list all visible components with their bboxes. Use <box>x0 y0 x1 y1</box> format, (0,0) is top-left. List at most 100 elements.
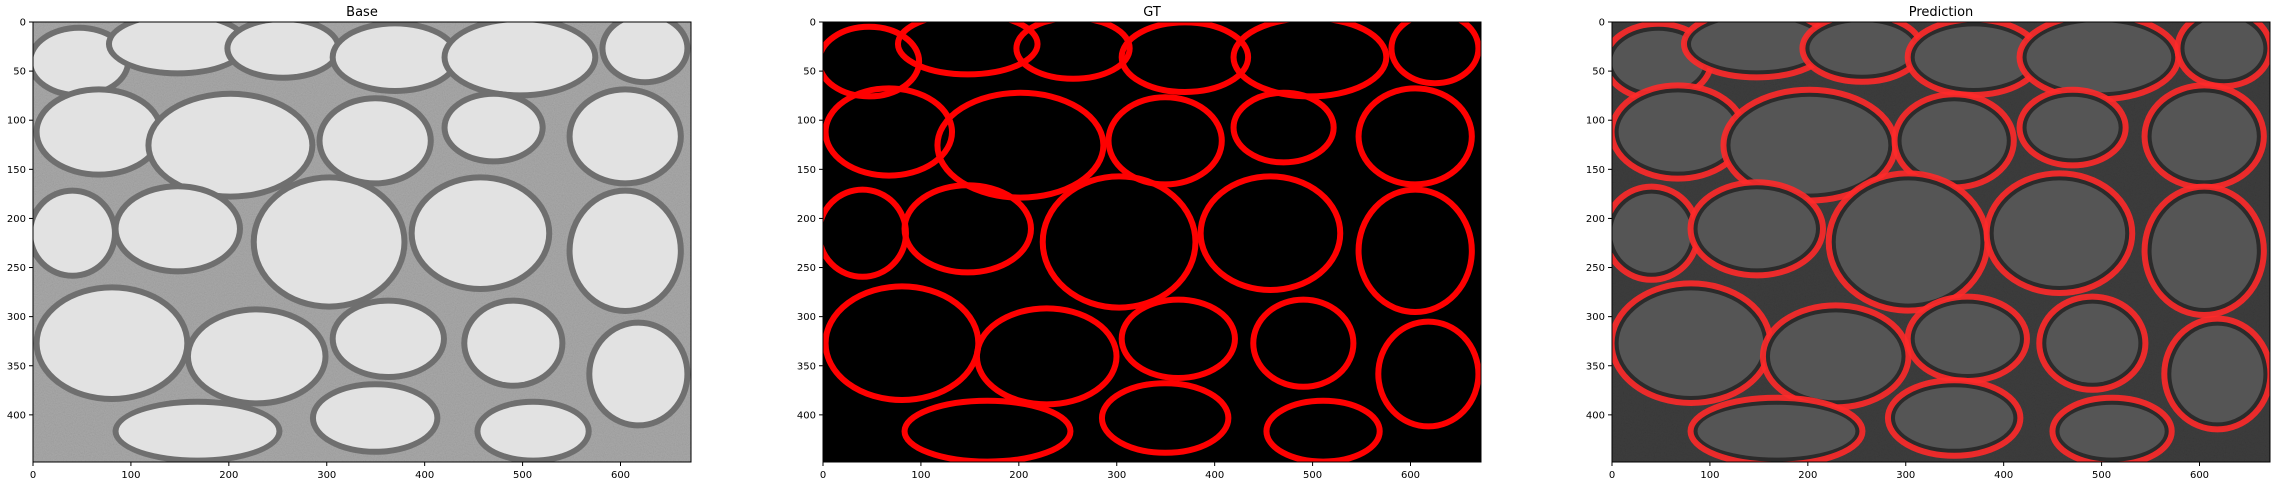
axon <box>1901 101 2007 181</box>
axon <box>605 22 685 80</box>
membrane-outline <box>1039 173 1199 311</box>
axon <box>111 22 244 71</box>
x-tick-label: 500 <box>2092 470 2111 481</box>
axon <box>1618 92 1738 172</box>
y-tick-label: 400 <box>797 410 816 421</box>
axon <box>1835 180 1981 304</box>
membrane-outline <box>823 85 956 179</box>
axon <box>39 92 159 172</box>
y-tick-label: 350 <box>7 361 26 372</box>
axon <box>2026 96 2119 159</box>
axon <box>1809 22 1915 75</box>
x-tick-label: 600 <box>2190 470 2209 481</box>
x-tick-label: 500 <box>513 470 532 481</box>
y-tick-label: 0 <box>1599 18 1605 29</box>
membrane-outline <box>934 89 1107 201</box>
y-tick-label: 250 <box>797 263 816 274</box>
x-tick-label: 400 <box>415 470 434 481</box>
axon <box>2046 303 2139 383</box>
x-tick-label: 400 <box>1994 470 2013 481</box>
axes-frame <box>822 21 1482 463</box>
y-tick-label: 350 <box>797 361 816 372</box>
y-tick-label: 300 <box>7 312 26 323</box>
y-tick-label: 100 <box>7 116 26 127</box>
axon <box>1697 189 1816 269</box>
axon <box>1697 404 1856 458</box>
x-tick-label: 200 <box>219 470 238 481</box>
y-tick-label: 300 <box>1586 312 1605 323</box>
membrane-outline <box>2141 183 2267 318</box>
axon <box>2151 92 2257 181</box>
membrane-outline <box>1884 377 2024 459</box>
x-tick-label: 200 <box>1798 470 1817 481</box>
y-tick-label: 50 <box>13 67 26 78</box>
y-tick-label: 200 <box>1586 214 1605 225</box>
x-tick-label: 0 <box>1609 470 1615 481</box>
membrane-outline <box>1250 296 1357 390</box>
axon <box>335 26 455 88</box>
x-tick-label: 300 <box>1896 470 1915 481</box>
y-tick-label: 350 <box>1586 361 1605 372</box>
membrane-outline <box>2036 293 2149 393</box>
y-tick-label: 300 <box>797 312 816 323</box>
x-tick-label: 500 <box>1303 470 1322 481</box>
membrane-outline <box>1230 89 1337 166</box>
panel-title: Prediction <box>1909 5 1974 20</box>
x-tick-label: 0 <box>820 470 826 481</box>
axon <box>447 96 540 159</box>
y-tick-label: 200 <box>7 214 26 225</box>
axon <box>467 303 560 383</box>
membrane-outline <box>2049 394 2175 462</box>
membrane-outline <box>823 23 923 100</box>
axon <box>1914 303 2020 374</box>
membrane-outline <box>1375 318 1481 430</box>
axon <box>572 193 678 308</box>
axon <box>572 92 678 181</box>
axon <box>256 180 402 304</box>
y-tick-label: 150 <box>7 165 26 176</box>
axon <box>190 312 323 401</box>
x-tick-label: 200 <box>1009 470 1028 481</box>
axon <box>480 404 586 458</box>
membrane-outline <box>2161 315 2270 433</box>
axon <box>151 96 310 194</box>
y-tick-label: 0 <box>20 18 26 29</box>
axon <box>39 290 185 397</box>
membrane-outline <box>2016 86 2129 169</box>
membrane-outline <box>901 182 1034 276</box>
axon <box>118 404 277 458</box>
membrane-outline <box>1687 179 1826 279</box>
y-tick-label: 100 <box>797 116 816 127</box>
axon <box>1618 290 1764 397</box>
axon <box>230 22 336 75</box>
membrane-outline <box>1355 186 1475 316</box>
axon <box>118 189 237 269</box>
y-tick-label: 50 <box>803 67 816 78</box>
axon <box>2184 22 2264 80</box>
panel-image <box>823 22 1481 462</box>
y-tick-label: 150 <box>1586 165 1605 176</box>
membrane-outline <box>973 305 1120 408</box>
axon <box>1914 26 2034 88</box>
x-tick-label: 0 <box>30 470 36 481</box>
x-tick-label: 600 <box>611 470 630 481</box>
membrane-outline <box>1983 170 2136 296</box>
axon <box>1690 22 1823 71</box>
y-tick-label: 250 <box>1586 263 1605 274</box>
y-tick-label: 0 <box>810 18 816 29</box>
membrane-outline <box>1013 22 1133 82</box>
axon <box>447 22 593 93</box>
y-tick-label: 250 <box>7 263 26 274</box>
axon <box>414 180 547 286</box>
x-tick-label: 600 <box>1401 470 1420 481</box>
axon <box>322 101 428 181</box>
panel-base: Base 0 100 200 300 400 500 600 0 50 100 150 200 250 30… <box>7 5 692 481</box>
axon <box>1993 180 2126 286</box>
axon <box>2171 325 2264 423</box>
membrane-outline <box>1197 173 1344 293</box>
x-tick-label: 400 <box>1205 470 1224 481</box>
panel-image <box>1612 22 2270 462</box>
axon <box>33 193 112 273</box>
axon <box>2059 404 2165 458</box>
axon <box>1769 312 1902 401</box>
